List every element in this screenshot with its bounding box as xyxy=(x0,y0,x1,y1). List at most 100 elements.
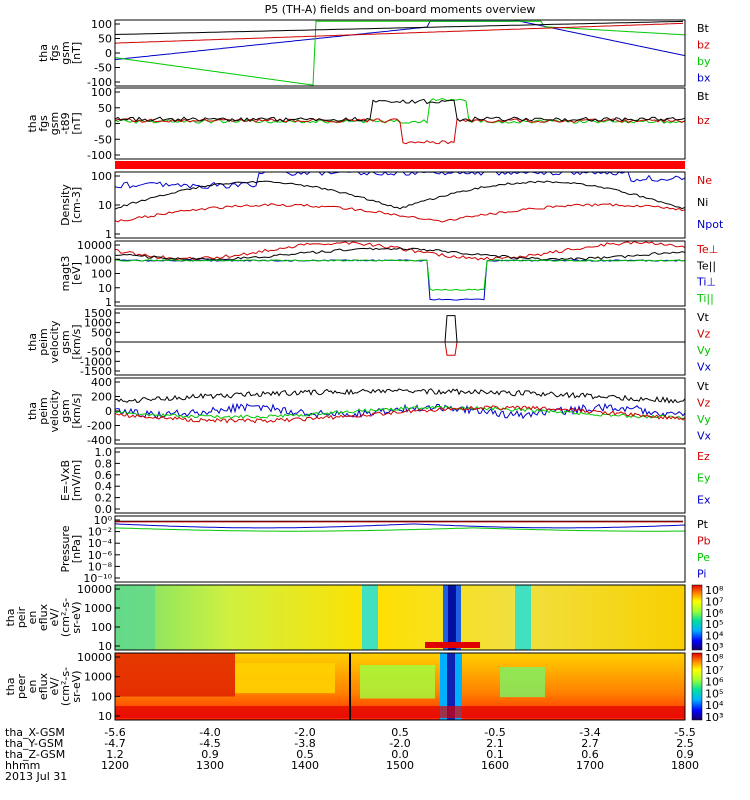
series-fgs-2 xyxy=(114,22,684,44)
y-tick-label: 0 xyxy=(105,405,112,418)
y-tick-label: 10000 xyxy=(77,583,112,596)
y-tick-label: -50 xyxy=(94,62,112,75)
y-axis-label: Pressure xyxy=(59,525,72,572)
y-axis-label: gsm xyxy=(59,330,72,353)
y-tick-label: -200 xyxy=(87,420,112,433)
colorbar-label: 10⁷ xyxy=(705,595,723,608)
colorbar-label: 10⁸ xyxy=(705,652,724,665)
x-row-label: tha_X-GSM xyxy=(5,726,65,739)
legend-Vt: Vt xyxy=(697,380,710,393)
y-axis-label: tha xyxy=(26,114,39,132)
y-tick-label: 0.8 xyxy=(95,457,113,470)
colorbar-label: 10⁷ xyxy=(705,664,723,677)
y-tick-label: 1 xyxy=(105,228,112,241)
colorbar-label: 10⁴ xyxy=(705,630,724,643)
legend-Bt: Bt xyxy=(697,22,710,35)
peer-mid-region xyxy=(235,663,335,694)
y-axis-label: [mV/m] xyxy=(70,460,83,501)
x-row-value: 2.1 xyxy=(486,737,504,750)
series-temp-2 xyxy=(114,259,686,301)
panel-peir: 10⁸10⁷10⁶10⁵10⁴10³10000100010010thapeire… xyxy=(4,583,724,654)
colorbar-label: 10⁵ xyxy=(705,618,723,631)
panel-frame xyxy=(114,584,686,651)
y-tick-label: 10 xyxy=(98,199,112,212)
y-tick-label: 10 xyxy=(98,640,112,653)
peir-band-1 xyxy=(362,585,378,650)
series-fgs-3 xyxy=(114,20,684,35)
colorbar-label: 10⁵ xyxy=(705,687,723,700)
y-axis-label: peim xyxy=(37,328,50,356)
y-axis-label: gsm xyxy=(59,41,72,64)
y-tick-label: -1500 xyxy=(80,365,112,378)
series-peim_vel1-2 xyxy=(115,315,685,343)
colorbar xyxy=(691,652,703,721)
y-axis-label: magt3 xyxy=(59,256,72,292)
legend-Npot: Npot xyxy=(697,218,724,231)
series-density-1 xyxy=(114,180,686,210)
y-tick-label: 10 xyxy=(98,710,112,723)
y-tick-label: 10⁰ xyxy=(94,514,113,527)
y-axis-label: gsm xyxy=(59,399,72,422)
legend-Pi: Pi xyxy=(697,568,706,581)
colorbar-label: 10⁸ xyxy=(705,584,724,597)
y-axis-label: fgs xyxy=(37,115,50,132)
y-axis-label: en xyxy=(26,680,39,694)
y-tick-label: 50 xyxy=(98,33,112,46)
y-axis-label: en xyxy=(26,611,39,625)
y-axis-label: peer xyxy=(15,674,28,700)
y-axis-label: sr-eV) xyxy=(70,670,83,702)
colorbar xyxy=(691,584,703,651)
y-tick-label: 500 xyxy=(91,326,112,339)
y-tick-label: 1000 xyxy=(84,253,112,266)
x-row-label: hhmm xyxy=(5,759,40,772)
y-tick-label: -400 xyxy=(87,434,112,447)
x-row-value: -3.8 xyxy=(294,737,315,750)
y-tick-label: 200 xyxy=(91,391,112,404)
y-tick-label: 100 xyxy=(91,621,112,634)
y-tick-label: 100 xyxy=(91,18,112,31)
x-row-value: 0.9 xyxy=(676,748,694,761)
y-tick-label: 0 xyxy=(105,118,112,131)
y-tick-label: 100 xyxy=(91,268,112,281)
legend-bx: bx xyxy=(697,72,711,85)
x-row-value: 0.5 xyxy=(296,748,314,761)
series-temp-0 xyxy=(114,240,686,261)
y-tick-label: 10000 xyxy=(77,651,112,664)
legend-Ti||: Ti|| xyxy=(696,292,714,305)
y-tick-label: 1500 xyxy=(84,307,112,320)
x-row-value: -2.0 xyxy=(389,737,410,750)
colorbar-label: 10³ xyxy=(705,641,723,654)
legend-Ey: Ey xyxy=(697,472,711,485)
x-row-value: 1700 xyxy=(576,759,604,772)
y-tick-label: 10⁻⁶ xyxy=(88,549,113,562)
legend-bz: bz xyxy=(697,39,710,52)
series-fgs_t89-2 xyxy=(114,98,686,123)
peir-low-energy-peak xyxy=(425,642,480,648)
series-peim_vel2-3 xyxy=(114,388,686,404)
legend-Ez: Ez xyxy=(697,450,710,463)
series-fgs-1 xyxy=(114,20,686,86)
x-row-value: 1.2 xyxy=(106,748,124,761)
y-axis-label: peim xyxy=(37,397,50,425)
x-row-value: -3.4 xyxy=(579,726,600,739)
panel-frame xyxy=(114,515,686,583)
y-tick-label: 1 xyxy=(105,296,112,309)
y-axis-label: tha xyxy=(4,608,17,626)
legend-Ni: Ni xyxy=(697,196,708,209)
peir-band-4 xyxy=(515,585,531,650)
legend-Ti⊥: Ti⊥ xyxy=(696,276,716,289)
x-row-value: 1300 xyxy=(196,759,224,772)
panel-efield: 1.00.80.60.40.20.0 E=-VxB[mV/m] Ez Ey Ex xyxy=(59,446,711,516)
y-tick-label: 1000 xyxy=(84,602,112,615)
series-temp-1 xyxy=(114,247,686,261)
y-tick-label: 100 xyxy=(91,86,112,99)
x-row-value: 2.5 xyxy=(676,737,694,750)
y-axis-label: (cm²-s- xyxy=(59,598,72,637)
y-tick-label: -500 xyxy=(87,346,112,359)
y-axis-label: E=-VxB xyxy=(59,460,72,501)
y-tick-label: -50 xyxy=(94,133,112,146)
